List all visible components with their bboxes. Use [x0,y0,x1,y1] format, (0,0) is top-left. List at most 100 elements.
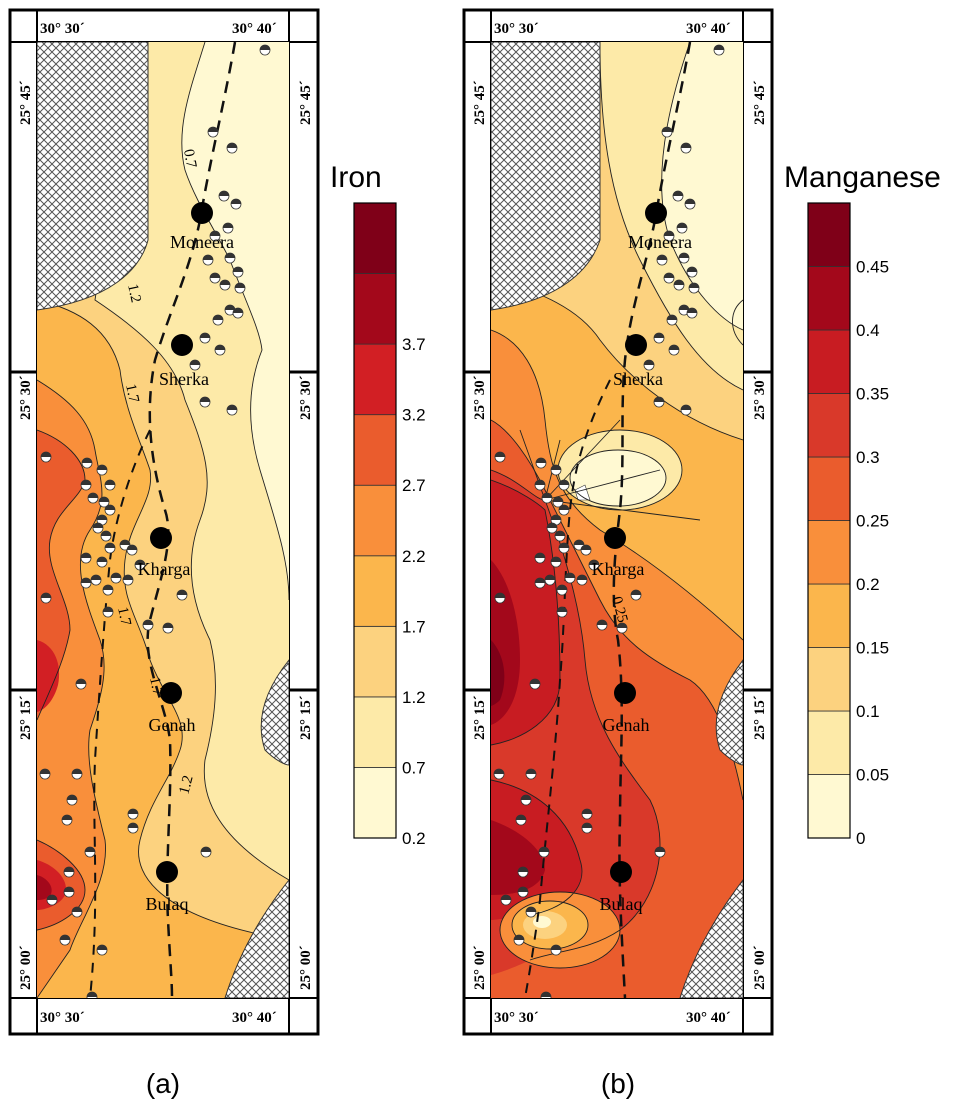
well-symbol [558,479,570,491]
well-symbol [104,479,116,491]
well-symbol [84,846,96,858]
well-symbol [86,991,98,998]
well-markers [39,44,271,998]
well-symbol [102,606,114,618]
legend-tick-label: 0.1 [856,702,880,721]
well-symbol [176,589,188,601]
town-sherka: Sherka [159,334,209,389]
well-symbol [200,846,212,858]
legend-tick-label: 3.2 [402,406,426,425]
well-symbol [63,886,75,898]
well-symbol [259,44,271,56]
coord-label: 25° 30´ [18,375,34,420]
well-symbol [513,934,525,946]
legend-swatch [807,456,851,521]
well-symbol [214,344,226,356]
well-symbol [92,522,104,534]
contour-label: 1.7 [122,383,142,405]
svg-text:Sherka: Sherka [159,369,209,389]
well-symbol [540,991,552,998]
well-symbol [550,944,562,956]
coord-label: 25° 00´ [472,945,488,990]
svg-text:Moneera: Moneera [628,232,692,252]
well-symbol [90,574,102,586]
well-symbol [212,314,224,326]
well-symbol [494,592,506,604]
well-symbol [546,522,558,534]
well-symbol [576,574,588,586]
well-symbol [81,457,93,469]
well-symbol [558,542,570,554]
well-symbol [61,814,73,826]
coord-label: 25° 15´ [18,695,34,740]
well-symbol [87,492,99,504]
well-symbol [541,492,553,504]
well-symbol [663,230,675,242]
coord-label: 30° 30´ [40,1010,85,1026]
well-symbol [122,574,134,586]
legend-tick-label: 2.2 [402,547,426,566]
legend-tick-label: 0.2 [856,575,880,594]
well-symbol [40,592,52,604]
legend-swatch [807,710,851,775]
well-symbol [63,866,75,878]
well-symbol [534,577,546,589]
svg-text:Sherka: Sherka [613,369,663,389]
well-symbol [224,252,236,264]
well-symbol [686,307,698,319]
well-symbol [232,307,244,319]
legend-swatch [353,484,397,557]
coord-label: 25° 30´ [472,375,488,420]
well-symbol [529,678,541,690]
well-symbol [668,344,680,356]
svg-text:Bulaq: Bulaq [146,894,189,914]
svg-text:Kharga: Kharga [592,559,645,579]
well-symbol [653,332,665,344]
no-data-area [224,879,289,998]
well-symbol [199,332,211,344]
town-kharga: Kharga [592,527,645,579]
well-symbol [71,768,83,780]
coord-label: 25° 30´ [298,375,314,420]
well-symbol [672,190,684,202]
well-symbol [680,404,692,416]
well-symbol [162,622,174,634]
well-symbol [534,552,546,564]
well-symbol [500,894,512,906]
well-symbol [676,222,688,234]
well-symbol [71,906,83,918]
town-sherka: Sherka [613,334,663,389]
well-symbol [517,866,529,878]
well-symbol [209,272,221,284]
no-data-area [715,659,743,766]
well-symbol [80,479,92,491]
well-symbol [673,279,685,291]
contour-label: 1.7 [114,606,134,628]
panel-b-map: 0.25 [491,42,743,998]
coord-label: 25° 00´ [298,945,314,990]
coord-label: 25° 45´ [752,80,768,125]
well-symbol [189,359,201,371]
well-symbol [232,266,244,278]
legend-tick-label: 0.25 [856,512,889,531]
well-symbol [517,886,529,898]
legend-tick-label: 0.15 [856,639,889,658]
well-symbol [552,496,564,508]
well-symbol [202,254,214,266]
well-symbol [80,552,92,564]
town-moneera: Moneera [628,202,692,252]
well-symbol [581,822,593,834]
well-symbol [556,584,568,596]
well-symbol [59,934,71,946]
well-symbol [98,496,110,508]
well-symbol [581,808,593,820]
svg-text:Genah: Genah [149,715,196,735]
well-symbol [525,768,537,780]
well-symbol [544,574,556,586]
well-symbol [680,142,692,154]
no-data-area [679,879,743,998]
legend-tick-label: 0.45 [856,258,889,277]
town-bulaq: Bulaq [600,861,643,914]
town-genah: Genah [149,682,196,735]
coord-label: 25° 30´ [752,375,768,420]
